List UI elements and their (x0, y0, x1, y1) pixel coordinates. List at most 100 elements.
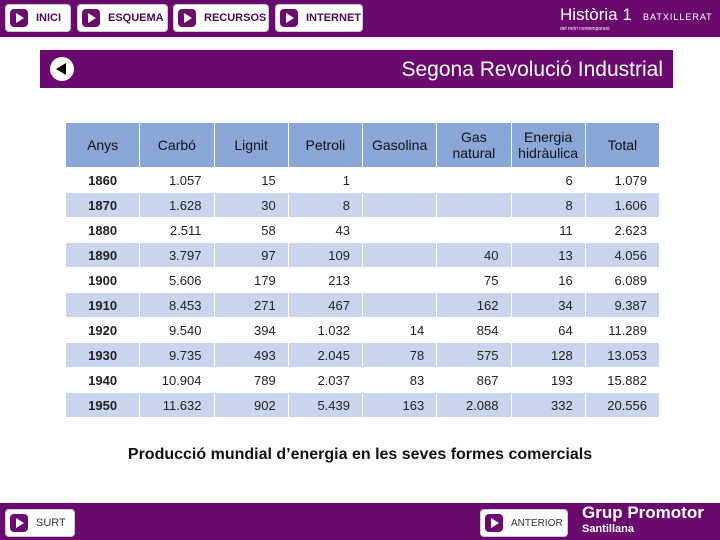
nav-button[interactable]: INICI (5, 4, 71, 32)
year-cell: 1910 (64, 292, 141, 318)
value-cell: 14 (361, 317, 438, 343)
table-row: 1870 1.628 30 8 8 1.606 (64, 192, 661, 218)
year-cell: 1940 (64, 367, 141, 393)
year-cell: 1950 (64, 392, 141, 418)
caption: Producció mundial d’energia en les seves… (127, 446, 593, 463)
nav-label: ESQUEMA (108, 12, 164, 24)
column-header: Petroli (287, 122, 364, 168)
value-cell: 78 (361, 342, 438, 368)
year-cell: 1930 (64, 342, 141, 368)
value-cell: 9.735 (139, 342, 215, 368)
nav-icon (280, 9, 298, 27)
value-cell (361, 217, 438, 243)
value-cell: 5.606 (139, 267, 215, 293)
value-cell: 9.540 (139, 317, 215, 343)
nav-button[interactable]: INTERNET (275, 4, 363, 32)
column-header: Anys (64, 122, 141, 168)
value-cell: 5.439 (287, 392, 364, 418)
back-icon[interactable] (50, 57, 74, 81)
value-cell: 109 (287, 242, 364, 268)
table-row: 1940 10.904 789 2.037 83 867 193 15.882 (64, 367, 661, 393)
table-row: 1930 9.735 493 2.045 78 575 128 13.053 (64, 342, 661, 368)
nav-icon (10, 9, 28, 27)
table-row: 1880 2.511 58 43 11 2.623 (64, 217, 661, 243)
value-cell: 271 (213, 292, 289, 318)
table-row: 1950 11.632 902 5.439 163 2.088 332 20.556 (64, 392, 661, 418)
nav-label: RECURSOS (204, 12, 267, 24)
value-cell: 394 (213, 317, 289, 343)
publisher: Santillana (582, 523, 634, 535)
bottom-bar (0, 503, 720, 540)
column-header: Energia hidràulica (510, 122, 586, 168)
brand: Grup Promotor (582, 503, 704, 522)
value-cell: 64 (510, 317, 586, 343)
value-cell: 902 (213, 392, 289, 418)
value-cell: 467 (287, 292, 364, 318)
column-header: Lignit (213, 122, 289, 168)
value-cell: 3.797 (139, 242, 215, 268)
year-cell: 1920 (64, 317, 141, 343)
value-cell: 34 (510, 292, 586, 318)
back-label: ANTERIOR (511, 517, 563, 529)
header-level: BATXILLERAT (643, 12, 713, 22)
value-cell: 2.037 (287, 367, 364, 393)
nav-icon (178, 9, 196, 27)
value-cell: 2.623 (584, 217, 661, 243)
value-cell (436, 217, 512, 243)
value-cell: 97 (213, 242, 289, 268)
column-header: Carbó (139, 122, 215, 168)
nav-label: INTERNET (306, 12, 361, 24)
column-header: Total (584, 122, 661, 168)
nav-button[interactable]: RECURSOS (173, 4, 269, 32)
nav-button[interactable]: ESQUEMA (77, 4, 168, 32)
back-icon-small (485, 514, 503, 532)
column-header: Gas natural (436, 122, 512, 168)
value-cell: 1 (287, 167, 364, 193)
header-subtitle: del món contemporani (560, 26, 610, 32)
value-cell (361, 292, 438, 318)
value-cell: 1.032 (287, 317, 364, 343)
value-cell: 58 (213, 217, 289, 243)
value-cell: 493 (213, 342, 289, 368)
value-cell: 8.453 (139, 292, 215, 318)
slide-title: Segona Revolució Industrial (401, 58, 664, 81)
table-row: 1860 1.057 15 1 6 1.079 (64, 167, 661, 193)
value-cell: 1.628 (139, 192, 215, 218)
value-cell: 1.057 (139, 167, 215, 193)
value-cell: 193 (510, 367, 586, 393)
nav-icon (82, 9, 100, 27)
value-cell (436, 192, 512, 218)
back-button[interactable]: ANTERIOR (480, 509, 568, 537)
value-cell (361, 267, 438, 293)
value-cell: 43 (287, 217, 364, 243)
value-cell: 163 (361, 392, 438, 418)
year-cell: 1900 (64, 267, 141, 293)
value-cell: 11.632 (139, 392, 215, 418)
value-cell: 15 (213, 167, 289, 193)
column-header: Gasolina (361, 122, 438, 168)
header-title: Història 1 (560, 5, 632, 24)
value-cell: 10.904 (139, 367, 215, 393)
header-row: Anys Carbó Lignit Petroli Gasolina Gas natura… (64, 122, 661, 168)
value-cell: 2.045 (287, 342, 364, 368)
value-cell: 8 (287, 192, 364, 218)
arrow (56, 63, 66, 75)
energy-table: Anys Carbó Lignit Petroli Gasolina Gas natura… (64, 122, 661, 418)
value-cell: 13.053 (584, 342, 661, 368)
value-cell: 213 (287, 267, 364, 293)
value-cell: 789 (213, 367, 289, 393)
value-cell: 30 (213, 192, 289, 218)
value-cell (361, 192, 438, 218)
value-cell: 4.056 (584, 242, 661, 268)
value-cell: 16 (510, 267, 586, 293)
value-cell: 6 (510, 167, 586, 193)
value-cell: 128 (510, 342, 586, 368)
exit-button[interactable]: SURT (5, 509, 75, 537)
value-cell: 867 (436, 367, 512, 393)
value-cell: 2.088 (436, 392, 512, 418)
value-cell: 20.556 (584, 392, 661, 418)
nav-label: INICI (36, 12, 62, 24)
value-cell: 11 (510, 217, 586, 243)
value-cell: 854 (436, 317, 512, 343)
value-cell: 1.606 (584, 192, 661, 218)
